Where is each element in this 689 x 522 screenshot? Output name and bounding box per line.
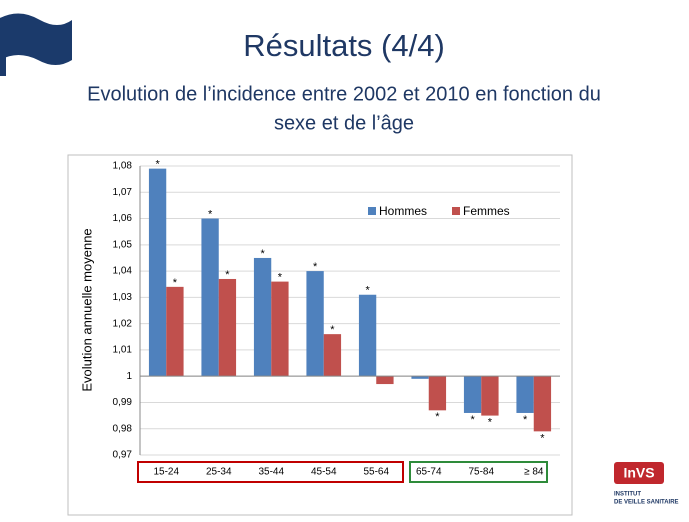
y-tick-label: 1,08 (113, 161, 133, 172)
significance-marker: * (260, 248, 265, 260)
group-box (137, 461, 404, 483)
bar (201, 218, 219, 377)
significance-marker: * (523, 414, 528, 426)
significance-marker: * (435, 411, 440, 423)
significance-marker: * (173, 277, 178, 289)
bar (516, 376, 534, 413)
x-tick-label: 55-64 (363, 467, 389, 478)
significance-marker: * (488, 416, 493, 428)
bar (428, 376, 447, 411)
y-tick-label: 1,02 (113, 318, 133, 329)
x-tick-label: 25-34 (206, 467, 232, 478)
bar (218, 278, 237, 377)
bar (271, 281, 289, 377)
significance-marker: * (225, 269, 230, 281)
legend-label: Femmes (463, 204, 510, 218)
flag-logo (0, 13, 72, 66)
subtitle: sexe et de l’âge (274, 112, 414, 134)
logo-line: INSTITUT (614, 492, 641, 498)
logo-badge (614, 462, 664, 484)
y-tick-label: 1 (126, 371, 132, 382)
bar (358, 294, 377, 377)
flag-pole (0, 16, 6, 76)
bar (306, 271, 324, 377)
y-tick-label: 1,03 (113, 292, 133, 303)
x-tick-label: 15-24 (153, 467, 179, 478)
x-tick-label: 35-44 (258, 467, 284, 478)
bar (411, 376, 429, 379)
y-tick-label: 1,05 (113, 239, 133, 250)
significance-marker: * (540, 432, 545, 444)
x-tick-label: 65-74 (416, 467, 442, 478)
bar (166, 286, 184, 377)
y-tick-label: 0,97 (113, 450, 133, 461)
bar (481, 376, 499, 416)
significance-marker: * (330, 324, 335, 336)
y-tick-label: 1,04 (113, 266, 133, 277)
bar (376, 376, 394, 385)
x-tick-label: ≥ 84 (524, 467, 544, 478)
y-tick-label: 1,06 (113, 213, 133, 224)
y-axis-label: Evolution annuelle moyenne (79, 228, 94, 391)
significance-marker: * (208, 208, 213, 220)
y-tick-label: 1,01 (113, 345, 133, 356)
invs-logo: InVS INSTITUT DE VEILLE SANITAIRE (614, 462, 679, 506)
subtitle: Evolution de l’incidence entre 2002 et 2… (87, 83, 601, 105)
y-tick-label: 0,98 (113, 423, 133, 434)
significance-marker: * (313, 261, 318, 273)
legend-swatch (368, 207, 376, 215)
bar (253, 257, 272, 377)
bar (323, 334, 342, 377)
significance-marker: * (365, 285, 370, 297)
logo-line: DE VEILLE SANITAIRE (614, 500, 679, 506)
title: Résultats (4/4) (243, 28, 445, 63)
x-tick-label: 45-54 (311, 467, 337, 478)
significance-marker: * (278, 272, 283, 284)
y-tick-label: 1,07 (113, 187, 133, 198)
legend-swatch (452, 207, 460, 215)
bar (533, 376, 552, 432)
significance-marker: * (470, 414, 475, 426)
legend-label: Hommes (379, 204, 427, 218)
logo-name: InVS (623, 465, 654, 481)
y-tick-label: 0,99 (113, 397, 133, 408)
bar (148, 168, 167, 377)
group-box (409, 461, 548, 483)
significance-marker: * (155, 159, 160, 171)
x-tick-label: 75-84 (468, 467, 494, 478)
bar (463, 376, 482, 413)
